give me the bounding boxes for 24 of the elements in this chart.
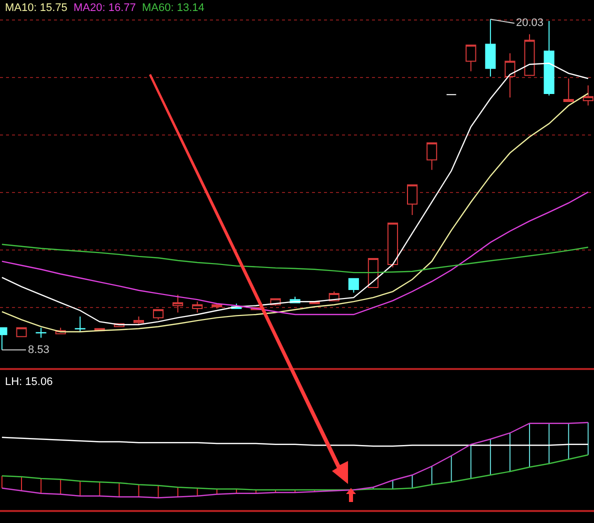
candlestick [466, 44, 476, 72]
candlestick [348, 278, 359, 294]
text: MA20: 16.77 [74, 2, 136, 14]
text: MA60: 13.14 [142, 2, 204, 14]
candlestick [544, 20, 554, 96]
candlestick [407, 184, 418, 216]
candlestick [16, 327, 27, 338]
annotation: 20.03 [516, 17, 544, 29]
candlestick [152, 309, 164, 320]
candlestick [192, 301, 203, 314]
candlestick [387, 222, 398, 268]
candlestick [172, 294, 184, 314]
candlestick [524, 34, 535, 76]
text: LH: 15.06 [5, 376, 53, 388]
annotation: 8.53 [28, 344, 50, 356]
candlestick [368, 258, 378, 288]
text: MA10: 15.75 [5, 2, 68, 14]
candlestick [563, 78, 574, 102]
candlestick [504, 52, 516, 98]
candlestick [36, 327, 46, 338]
candlestick [485, 18, 496, 77]
candlestick [426, 142, 438, 170]
candlestick [133, 316, 144, 326]
candlestick [74, 316, 86, 332]
